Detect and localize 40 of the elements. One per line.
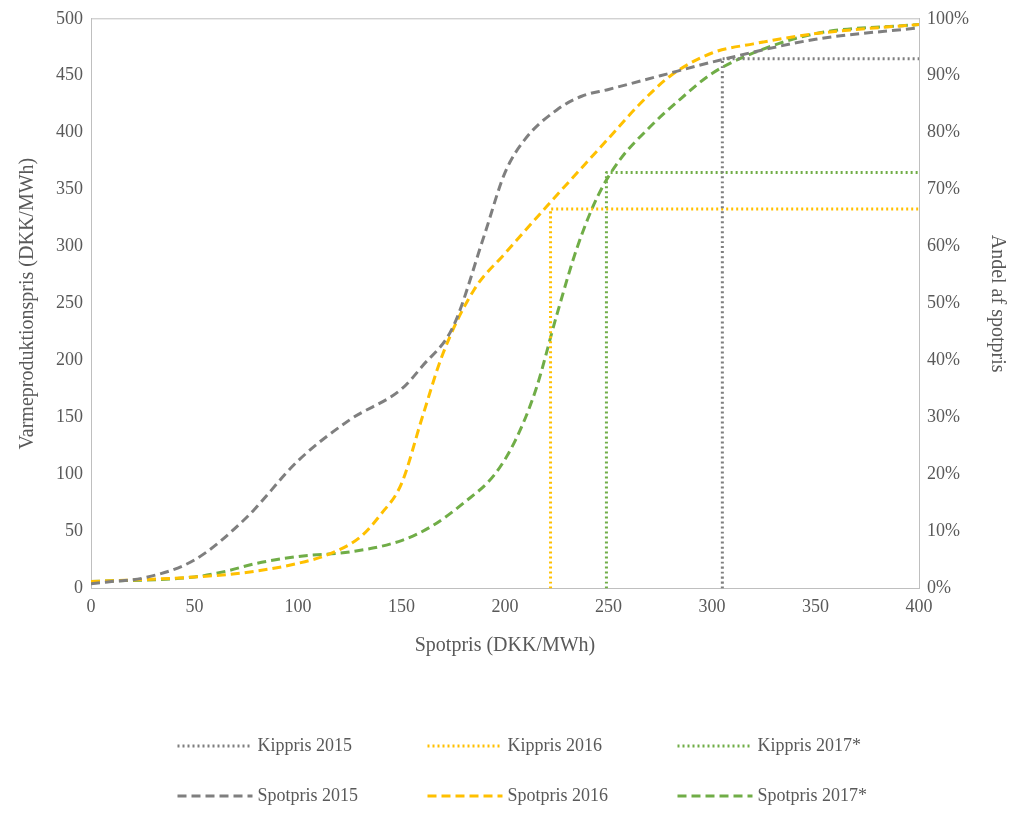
y-axis-title: Varmeproduktionspris (DKK/MWh) [15,157,39,450]
y2-tick-label: 50% [927,292,961,313]
y-tick-label: 50 [65,520,83,541]
y-tick-label: 0 [74,577,83,598]
x-tick-label: 250 [595,595,622,616]
y2-axis-title: Andel af spotpris [986,234,1010,373]
y2-tick-label: 0% [927,577,952,598]
y2-tick-label: 70% [927,178,961,199]
x-tick-label: 100 [284,595,312,616]
x-tick-label: 200 [491,595,519,616]
x-tick-label: 350 [802,595,830,616]
y-tick-label: 200 [56,349,83,370]
y2-tick-label: 60% [927,235,961,256]
y2-tick-label: 100% [927,7,970,28]
legend-label: Spotpris 2016 [507,784,609,805]
y2-tick-label: 40% [927,349,961,370]
x-axis-title: Spotpris (DKK/MWh) [414,633,596,657]
y-tick-label: 300 [56,235,83,256]
x-tick-label: 150 [388,595,415,616]
y-tick-label: 250 [56,292,83,313]
y-tick-label: 150 [56,406,83,427]
legend-label: Spotpris 2015 [257,784,359,805]
legend-label: Kippris 2017* [757,734,861,755]
y2-tick-label: 20% [927,463,961,484]
y-tick-label: 450 [56,64,83,85]
y-tick-label: 100 [56,463,83,484]
y2-tick-label: 10% [927,520,961,541]
x-tick-label: 50 [185,595,204,616]
y-tick-label: 400 [56,121,83,142]
y2-tick-label: 30% [927,406,961,427]
y-tick-label: 350 [56,178,83,199]
x-tick-label: 300 [698,595,726,616]
y2-tick-label: 80% [927,121,961,142]
legend-label: Spotpris 2017* [757,784,868,805]
x-tick-label: 0 [86,595,96,616]
x-tick-label: 400 [905,595,933,616]
y-tick-label: 500 [56,7,83,28]
legend-label: Kippris 2016 [507,734,602,755]
legend-label: Kippris 2015 [257,734,352,755]
y2-tick-label: 90% [927,64,961,85]
